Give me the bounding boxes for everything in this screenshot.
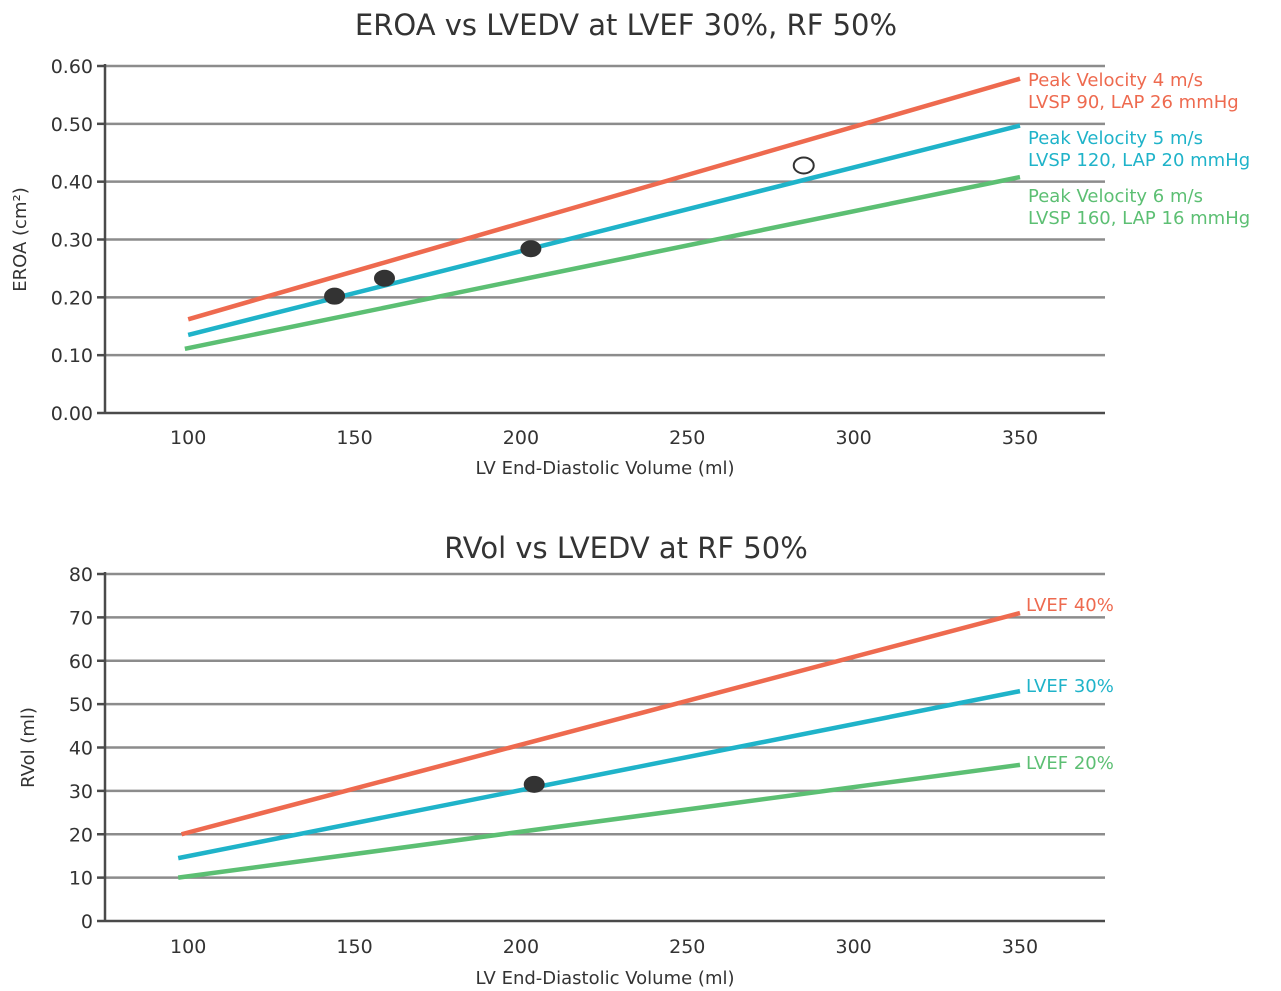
series-label-1: Peak Velocity 4 m/s xyxy=(1028,70,1203,91)
y-tick-label: 0.50 xyxy=(51,114,93,136)
data-point-open xyxy=(792,156,815,175)
x-tick-label: 200 xyxy=(503,936,539,958)
series-label-2: LVSP 120, LAP 20 mmHg xyxy=(1028,150,1250,171)
chart-title: RVol vs LVEDV at RF 50% xyxy=(444,531,808,565)
series-label-3: Peak Velocity 6 m/s xyxy=(1028,186,1203,207)
y-tick-label: 0.30 xyxy=(51,230,93,252)
x-tick-label: 100 xyxy=(170,936,206,958)
x-tick-label: 150 xyxy=(336,427,372,449)
x-tick-label: 250 xyxy=(669,936,705,958)
x-axis-title: LV End-Diastolic Volume (ml) xyxy=(476,458,735,479)
series-line-1 xyxy=(180,610,1021,837)
y-tick-label: 20 xyxy=(69,824,93,846)
y-tick-label: 0.20 xyxy=(51,287,93,309)
series-label-2: LVEF 30% xyxy=(1026,676,1114,697)
chart-1: EROA vs LVEDV at LVEF 30%, RF 50% 0.00 0.1… xyxy=(10,8,1250,479)
series-line-3 xyxy=(177,762,1021,880)
x-tick-label: 300 xyxy=(836,427,872,449)
data-point-filled xyxy=(324,287,346,305)
data-point-filled xyxy=(520,240,542,258)
x-tick-label: 150 xyxy=(336,936,372,958)
x-tick-label: 200 xyxy=(503,427,539,449)
series-label-1: LVEF 40% xyxy=(1026,595,1114,616)
series-line-2 xyxy=(187,123,1021,338)
x-tick-label: 350 xyxy=(1002,936,1038,958)
y-tick-label: 50 xyxy=(69,694,93,716)
y-tick-label: 10 xyxy=(69,868,93,890)
y-tick-label: 60 xyxy=(69,651,93,673)
y-tick-label: 0.60 xyxy=(51,56,93,78)
series-label-2: Peak Velocity 5 m/s xyxy=(1028,128,1203,149)
data-point-filled xyxy=(373,269,395,287)
y-tick-label: 0.10 xyxy=(51,345,93,367)
y-axis-title: RVol (ml) xyxy=(18,707,39,788)
x-tick-label: 100 xyxy=(170,427,206,449)
x-axis-title: LV End-Diastolic Volume (ml) xyxy=(476,968,735,989)
y-tick-label: 0.00 xyxy=(51,403,93,425)
y-tick-label: 0.40 xyxy=(51,172,93,194)
series-line-3 xyxy=(184,174,1021,352)
y-tick-label: 40 xyxy=(69,738,93,760)
x-tick-label: 300 xyxy=(836,936,872,958)
x-tick-label: 350 xyxy=(1002,427,1038,449)
series-label-3: LVSP 160, LAP 16 mmHg xyxy=(1028,208,1250,229)
series-label-1: LVSP 90, LAP 26 mmHg xyxy=(1028,92,1239,113)
x-tick-label: 250 xyxy=(669,427,705,449)
series-label-3: LVEF 20% xyxy=(1026,753,1114,774)
y-tick-label: 70 xyxy=(69,607,93,629)
chart-2: RVol vs LVEDV at RF 50% 0 10 20 30 40 50 60 70 80… xyxy=(18,531,1114,989)
y-tick-label: 0 xyxy=(81,911,93,933)
chart-title: EROA vs LVEDV at LVEF 30%, RF 50% xyxy=(355,8,897,42)
series-line-1 xyxy=(187,76,1021,322)
y-tick-label: 80 xyxy=(69,564,93,586)
y-tick-label: 30 xyxy=(69,781,93,803)
data-point-filled xyxy=(523,775,545,793)
y-axis-title: EROA (cm²) xyxy=(10,187,31,291)
series-line-2 xyxy=(177,688,1021,861)
